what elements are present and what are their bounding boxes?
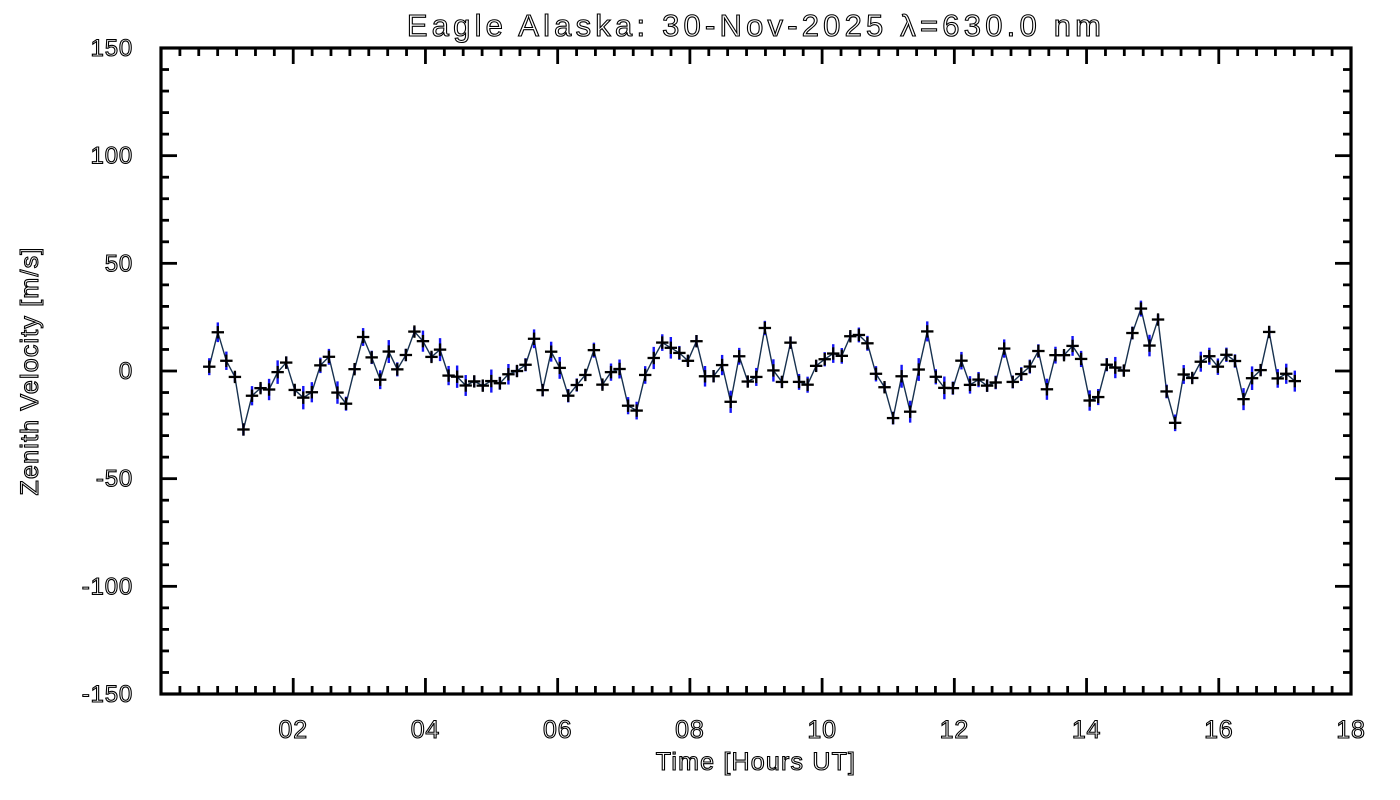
svg-text:100: 100	[91, 143, 133, 170]
svg-text:Eagle Alaska: 30-Nov-2025 λ=: Eagle Alaska: 30-Nov-2025 λ=630.0 nm	[407, 8, 1105, 43]
svg-text:10: 10	[807, 716, 836, 744]
svg-text:18: 18	[1336, 716, 1365, 744]
svg-text:-100: -100	[82, 573, 133, 600]
svg-text:-150: -150	[82, 681, 133, 708]
svg-text:150: 150	[91, 35, 133, 62]
svg-text:08: 08	[675, 716, 704, 744]
svg-text:16: 16	[1204, 716, 1233, 744]
svg-text:0: 0	[119, 358, 133, 385]
svg-text:04: 04	[411, 716, 440, 744]
svg-text:Time [Hours UT]: Time [Hours UT]	[656, 748, 856, 776]
svg-text:02: 02	[279, 716, 308, 744]
svg-text:14: 14	[1072, 716, 1101, 744]
svg-text:Zenith Velocity [m/s]: Zenith Velocity [m/s]	[16, 247, 44, 496]
svg-text:12: 12	[940, 716, 969, 744]
svg-text:-50: -50	[96, 466, 133, 493]
svg-text:06: 06	[543, 716, 572, 744]
svg-text:50: 50	[105, 250, 133, 277]
